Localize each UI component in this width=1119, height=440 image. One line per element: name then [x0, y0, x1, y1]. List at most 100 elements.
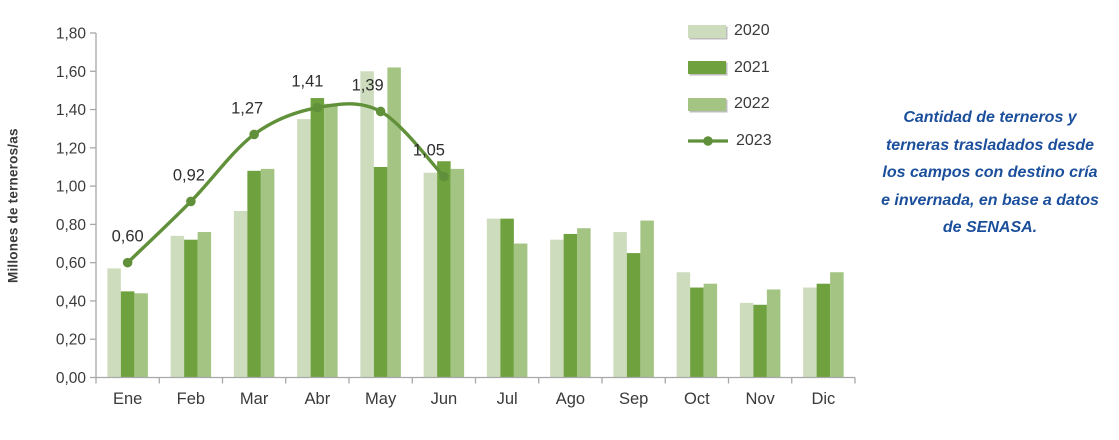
bar-2022-Oct	[703, 283, 718, 378]
legend: 2020 2021 2022 2023	[688, 13, 808, 159]
bar-2022-Mar	[260, 168, 275, 378]
bar-2020-Abr	[297, 119, 311, 378]
bar-2022-Dic	[830, 272, 844, 378]
month-label-Oct: Oct	[684, 390, 710, 408]
bar-2020-Ago	[550, 239, 564, 378]
bar-2021-Ene	[120, 291, 135, 378]
bar-2022-Feb	[197, 232, 212, 378]
line-2023-path	[125, 102, 446, 265]
bar-2020-May	[360, 71, 374, 378]
bar-2020-Dic	[803, 287, 817, 378]
bar-2021-Mar	[247, 170, 261, 378]
month-label-Ago: Ago	[556, 390, 585, 408]
combo-chart-plot: 0,00 0,20 0,40 0,60 0,80 1,00 1,20 1,40 1,60 1,80…	[56, 26, 856, 408]
bar-2022-Abr	[324, 103, 338, 378]
line-marker-icon	[688, 135, 728, 146]
bar-2020-Jun	[423, 172, 438, 378]
data-label-Ene: 0,60	[112, 228, 144, 246]
month-label-Ene: Ene	[113, 390, 142, 408]
annotation-line: los campos con destino cría	[882, 164, 1098, 181]
x-axis-labels: Ene Feb Mar Abr May Jun Jul Ago Sep Oct Nov Dic	[113, 390, 835, 408]
axes	[95, 33, 856, 384]
bar-2021-Abr	[310, 98, 325, 378]
annotation-line: e invernada, en base a datos	[881, 191, 1099, 209]
bars-2020	[107, 71, 817, 378]
data-label-May: 1,39	[352, 76, 384, 94]
y-tick-label: 1,40	[56, 102, 87, 119]
bar-2022-Nov	[766, 289, 781, 378]
bar-2021-May	[373, 166, 388, 378]
bar-2022-Jul	[513, 243, 528, 378]
data-label-Feb: 0,92	[173, 166, 205, 184]
bar-2022-Jun	[450, 168, 465, 378]
y-axis-ticks: 0,00 0,20 0,40 0,60 0,80 1,00 1,20 1,40 1,60 1,80	[56, 26, 96, 387]
month-label-Feb: Feb	[177, 390, 205, 408]
month-label-Abr: Abr	[305, 390, 331, 408]
bar-2020-Mar	[233, 210, 248, 378]
y-tick-label: 0,20	[56, 332, 87, 349]
data-label-Abr: 1,41	[291, 73, 323, 91]
y-axis-title: Millones de terneros/as	[5, 128, 21, 284]
y-tick-label: 1,00	[56, 179, 87, 196]
bar-2020-Jul	[486, 218, 501, 378]
legend-label-2021: 2021	[734, 58, 770, 76]
bar-2020-Feb	[170, 235, 185, 378]
bar-2020-Oct	[676, 272, 691, 378]
data-label-Mar: 1,27	[231, 99, 263, 117]
month-label-Nov: Nov	[745, 390, 775, 408]
month-label-May: May	[365, 390, 397, 408]
bar-2021-Jun	[437, 161, 451, 378]
y-tick-label: 0,60	[56, 255, 87, 272]
data-label-Jun: 1,05	[413, 142, 445, 160]
bar-2021-Feb	[184, 239, 198, 378]
legend-swatch-2021	[688, 61, 726, 75]
bar-2021-Nov	[753, 304, 767, 378]
legend-swatch-2022	[688, 97, 726, 111]
line-data-labels: 0,60 0,92 1,27 1,41 1,39 1,05	[112, 73, 445, 246]
y-tick-label: 0,00	[56, 370, 87, 387]
bar-2020-Nov	[739, 302, 754, 378]
line-2023-marker-May	[375, 106, 386, 117]
bar-2020-Ene	[107, 268, 121, 378]
line-2023-marker-Feb	[186, 196, 196, 207]
bar-2021-Dic	[816, 283, 831, 378]
line-2023-marker-Jun	[439, 171, 449, 182]
y-tick-label: 0,80	[56, 217, 87, 234]
bars-2021	[120, 98, 831, 378]
line-2023-marker-Abr	[312, 102, 323, 113]
legend-item-2023: 2023	[688, 123, 808, 160]
bar-2022-Ago	[577, 228, 591, 378]
annotation-line: Cantidad de terneros y	[903, 109, 1077, 126]
bar-2021-Oct	[690, 287, 704, 378]
bars-2022	[134, 67, 844, 378]
plot-area: 0,00 0,20 0,40 0,60 0,80 1,00 1,20 1,40 1,60 1,80…	[56, 26, 856, 408]
legend-item-2022: 2022	[688, 86, 808, 123]
bar-2021-Ago	[563, 233, 578, 378]
bar-2021-Sep	[626, 253, 641, 378]
line-2023-marker-Mar	[249, 129, 259, 140]
legend-item-2021: 2021	[688, 50, 808, 87]
annotation-line: de SENASA.	[942, 219, 1038, 236]
month-label-Jul: Jul	[497, 390, 518, 408]
legend-item-2020: 2020	[688, 13, 808, 50]
bar-2022-Ene	[134, 293, 148, 378]
annotation-line: terneras trasladados desde	[885, 136, 1095, 154]
line-2023-marker-Ene	[122, 257, 133, 268]
legend-label-2023: 2023	[736, 131, 772, 149]
line-2023	[122, 102, 449, 268]
y-tick-label: 0,40	[56, 293, 87, 310]
legend-swatch-2020	[688, 24, 726, 38]
month-label-Sep: Sep	[619, 390, 648, 408]
legend-line-marker	[703, 135, 713, 146]
month-label-Mar: Mar	[240, 390, 269, 408]
bar-2022-May	[387, 67, 401, 378]
legend-label-2020: 2020	[734, 22, 770, 40]
annotation-note: Cantidad de terneros y terneras traslada…	[860, 104, 1119, 242]
bar-2021-Jul	[500, 218, 514, 378]
y-tick-label: 1,60	[56, 64, 87, 81]
bar-2020-Sep	[613, 232, 627, 378]
y-tick-label: 1,80	[56, 26, 87, 43]
month-label-Dic: Dic	[811, 390, 835, 408]
legend-label-2022: 2022	[734, 95, 770, 113]
